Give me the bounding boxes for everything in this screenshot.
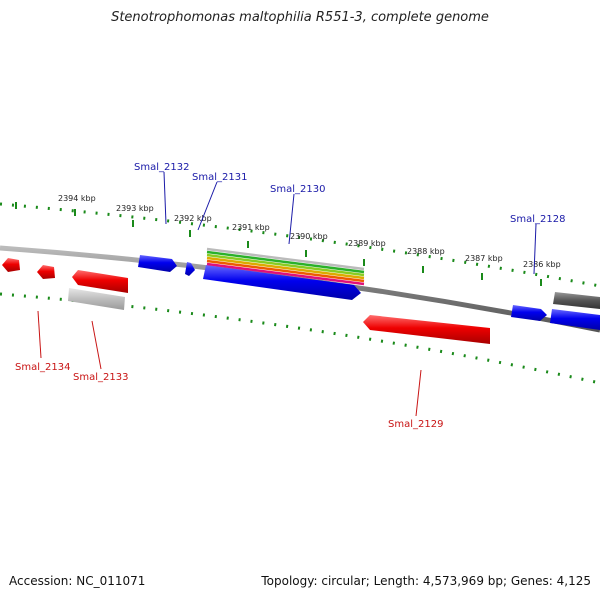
accession-text: Accession: NC_011071 [9,574,146,588]
kbp-label: 2392 kbp [174,214,212,223]
genome-summary-text: Topology: circular; Length: 4,573,969 bp… [261,574,591,588]
gene-arrow-forward [550,309,600,330]
kbp-major-ticks [15,202,542,286]
map-title: Stenotrophomonas maltophilia R551-3, com… [111,10,489,25]
kbp-label: 2388 kbp [407,247,445,256]
inner-tick-ring [0,292,600,385]
kbp-label: 2394 kbp [58,194,96,203]
kbp-label: 2386 kbp [523,260,561,269]
gene-arrow-forward [185,262,195,276]
label-connectors [37,171,537,417]
gene-label-smal-2128[interactable]: Smal_2128 [510,214,565,225]
outer-tick-ring [0,202,600,288]
feature-stripes [206,247,365,286]
gene-arrow-smal-2134-region [72,270,128,293]
kbp-label: 2393 kbp [116,204,154,213]
kbp-label: 2390 kbp [290,232,328,241]
gene-label-smal-2130[interactable]: Smal_2130 [270,184,325,195]
kbp-label: 2391 kbp [232,223,270,232]
gene-arrow-smal-2129 [363,315,490,344]
gene-label-smal-2129[interactable]: Smal_2129 [388,419,443,430]
gene-label-smal-2133[interactable]: Smal_2133 [73,372,128,383]
gene-arrow-other [553,292,600,309]
gene-arrow-reverse [37,265,55,279]
gene-arrow-reverse [2,258,20,272]
gene-arrow-smal-2130 [203,265,361,300]
gene-arrow-forward [511,305,547,321]
gene-label-smal-2134[interactable]: Smal_2134 [15,362,70,373]
gene-arrow-smal-2133 [68,288,125,310]
gene-label-smal-2132[interactable]: Smal_2132 [134,162,189,173]
gene-label-smal-2131[interactable]: Smal_2131 [192,172,247,183]
kbp-label: 2389 kbp [348,239,386,248]
kbp-label: 2387 kbp [465,254,503,263]
gene-arrow-forward [138,255,177,272]
